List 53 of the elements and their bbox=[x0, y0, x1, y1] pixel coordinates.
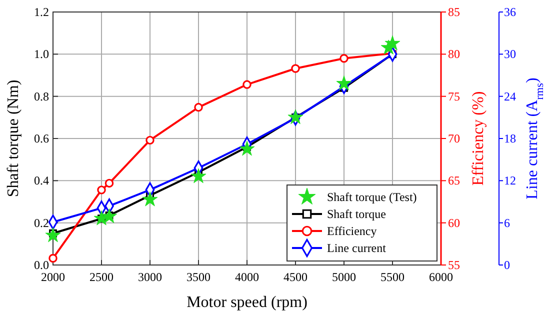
point bbox=[190, 168, 206, 184]
y-tick-label: 0.2 bbox=[34, 216, 49, 230]
legend-label: Shaft torque bbox=[327, 207, 386, 221]
x-tick-label: 4500 bbox=[284, 270, 308, 284]
point bbox=[239, 140, 255, 156]
point bbox=[142, 191, 158, 206]
y-tick-label: 0.4 bbox=[34, 174, 49, 188]
x-tick-label: 5500 bbox=[380, 270, 404, 284]
point bbox=[104, 178, 114, 188]
y2-tick-label: 75 bbox=[448, 89, 460, 104]
y2-tick-label: 70 bbox=[448, 132, 460, 146]
y3-tick-label: 30 bbox=[504, 47, 516, 62]
point bbox=[336, 76, 352, 90]
x-tick-label: 3000 bbox=[138, 270, 162, 284]
x-tick-label: 3500 bbox=[186, 270, 210, 284]
x-axis-title: Motor speed (rpm) bbox=[186, 294, 308, 311]
x-tick-label: 2500 bbox=[90, 270, 114, 284]
y-tick-label: 1.2 bbox=[34, 5, 49, 19]
point bbox=[242, 80, 252, 89]
y2-axis-title: Efficiency (%) bbox=[470, 91, 487, 186]
x-tick-label: 5000 bbox=[332, 270, 356, 284]
y3-tick-label: 12 bbox=[504, 174, 516, 188]
y2-tick-label: 65 bbox=[448, 174, 460, 188]
y3-tick-label: 18 bbox=[504, 132, 516, 146]
y-tick-label: 0.0 bbox=[34, 258, 49, 272]
y2-tick-label: 85 bbox=[448, 5, 460, 19]
y2-tick-label: 60 bbox=[448, 216, 460, 230]
legend-label: Shaft torque (Test) bbox=[327, 190, 417, 204]
y3-tick-label: 24 bbox=[504, 89, 516, 104]
point bbox=[340, 54, 348, 63]
y3-tick-label: 6 bbox=[504, 216, 510, 230]
point bbox=[146, 136, 154, 145]
point bbox=[384, 35, 400, 50]
x-tick-label: 6000 bbox=[429, 270, 453, 284]
point bbox=[194, 102, 203, 112]
point bbox=[45, 227, 61, 242]
y2-tick-label: 55 bbox=[448, 258, 460, 272]
point bbox=[288, 109, 304, 124]
y3-tick-label: 0 bbox=[504, 258, 510, 272]
x-tick-label: 2000 bbox=[41, 270, 65, 284]
legend-label: Efficiency bbox=[327, 224, 377, 238]
y3-tick-label: 36 bbox=[504, 5, 516, 19]
point bbox=[48, 254, 58, 263]
x-tick-label: 4000 bbox=[235, 270, 259, 284]
y-tick-label: 1.0 bbox=[34, 47, 49, 62]
point bbox=[291, 64, 300, 73]
point bbox=[102, 208, 118, 224]
y-axis-title: Shaft torque (Nm) bbox=[5, 80, 22, 198]
legend-label: Line current bbox=[327, 241, 387, 255]
y-tick-label: 0.8 bbox=[34, 89, 49, 104]
y-tick-label: 0.6 bbox=[34, 132, 49, 146]
point bbox=[97, 186, 106, 194]
y2-tick-label: 80 bbox=[448, 47, 460, 62]
